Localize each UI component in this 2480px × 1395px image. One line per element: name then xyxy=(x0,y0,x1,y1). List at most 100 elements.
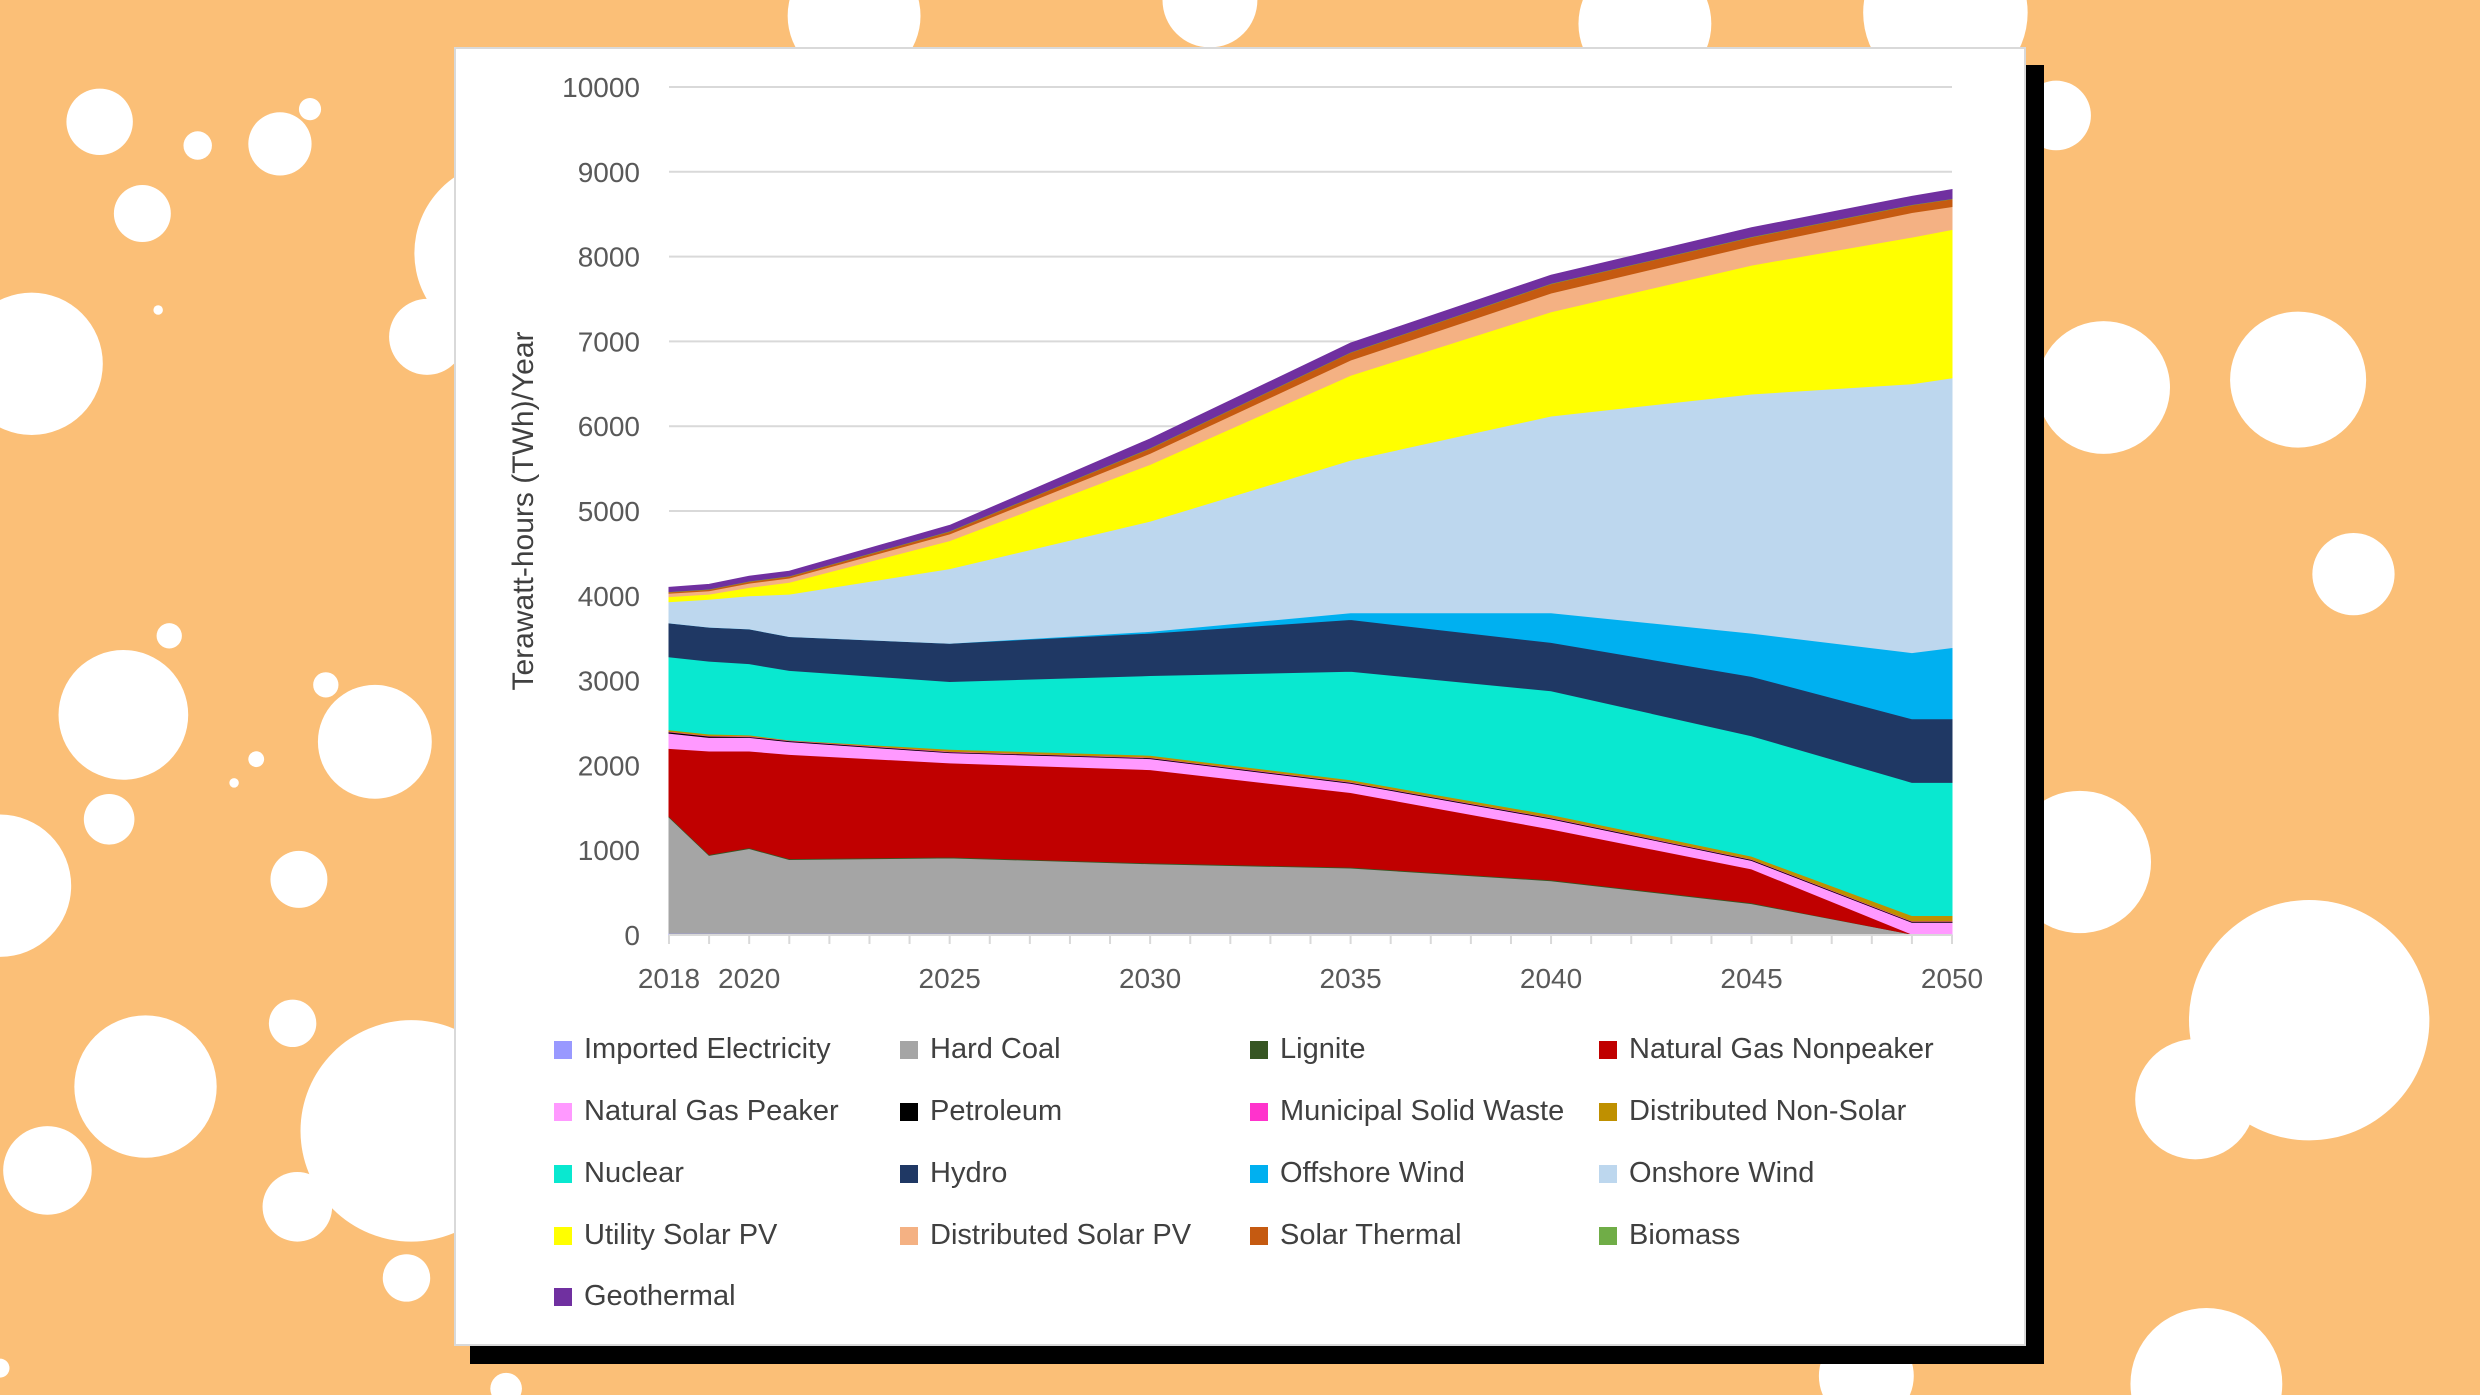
bubble xyxy=(2230,311,2367,448)
legend-swatch xyxy=(554,1287,572,1306)
x-tick-label: 2030 xyxy=(1119,963,1181,994)
legend-label: Hydro xyxy=(930,1157,1008,1189)
bubble xyxy=(262,1171,333,1242)
legend-item: Solar Thermal xyxy=(1250,1219,1462,1252)
legend-swatch xyxy=(1250,1226,1268,1245)
y-tick-label: 8000 xyxy=(578,242,640,273)
bubble xyxy=(156,623,182,649)
legend-swatch xyxy=(900,1102,918,1121)
legend-label: Distributed Solar PV xyxy=(930,1219,1192,1251)
legend-label: Solar Thermal xyxy=(1280,1219,1462,1251)
y-tick-label: 10000 xyxy=(562,72,640,103)
legend-label: Distributed Non-Solar xyxy=(1629,1095,1907,1127)
bubble xyxy=(113,185,171,242)
bubble xyxy=(2008,790,2152,934)
y-tick-label: 9000 xyxy=(578,157,640,188)
legend-label: Petroleum xyxy=(930,1095,1063,1127)
bubble xyxy=(317,684,432,799)
legend-label: Offshore Wind xyxy=(1280,1157,1465,1189)
bubble xyxy=(58,650,189,780)
legend-item: Natural Gas Peaker xyxy=(554,1095,839,1128)
legend-label: Geothermal xyxy=(584,1280,736,1312)
legend-item: Utility Solar PV xyxy=(554,1219,777,1252)
legend-swatch xyxy=(1599,1164,1617,1183)
legend-item: Hydro xyxy=(900,1157,1007,1190)
y-tick-label: 1000 xyxy=(578,835,640,866)
legend-label: Municipal Solid Waste xyxy=(1280,1095,1565,1127)
legend-item: Biomass xyxy=(1599,1219,1740,1252)
legend-swatch xyxy=(1250,1164,1268,1183)
bubble xyxy=(153,305,163,315)
legend-item: Geothermal xyxy=(554,1280,736,1313)
x-tick-label: 2025 xyxy=(919,963,981,994)
legend-swatch xyxy=(554,1164,572,1183)
legend-label: Lignite xyxy=(1280,1033,1366,1065)
bubble xyxy=(0,814,72,957)
legend-swatch xyxy=(1599,1226,1617,1245)
legend-item: Lignite xyxy=(1250,1033,1365,1066)
bubble xyxy=(2135,1039,2256,1160)
bubble xyxy=(248,112,312,176)
x-tick-label: 2018 xyxy=(638,963,700,994)
y-tick-label: 0 xyxy=(624,920,640,951)
bubble xyxy=(3,1126,92,1215)
bubble xyxy=(313,672,339,698)
bubble xyxy=(270,850,328,908)
legend-swatch xyxy=(554,1040,572,1059)
y-tick-label: 5000 xyxy=(578,496,640,527)
legend-item: Hard Coal xyxy=(900,1033,1061,1066)
y-tick-label: 4000 xyxy=(578,581,640,612)
legend-swatch xyxy=(554,1226,572,1245)
bubble xyxy=(2130,1308,2283,1395)
bubble xyxy=(2037,321,2170,454)
legend-item: Petroleum xyxy=(900,1095,1062,1128)
x-tick-label: 2050 xyxy=(1921,963,1983,994)
legend-label: Natural Gas Peaker xyxy=(584,1095,839,1127)
legend-swatch xyxy=(1599,1040,1617,1059)
legend-swatch xyxy=(1250,1102,1268,1121)
bubble xyxy=(490,1372,522,1395)
y-tick-label: 3000 xyxy=(578,666,640,697)
legend-item: Imported Electricity xyxy=(554,1033,831,1066)
legend-label: Utility Solar PV xyxy=(584,1219,778,1251)
bubble xyxy=(382,1254,431,1302)
legend-swatch xyxy=(1250,1040,1268,1059)
y-tick-label: 6000 xyxy=(578,411,640,442)
bubble xyxy=(248,751,265,768)
legend-swatch xyxy=(900,1164,918,1183)
bubble xyxy=(183,131,212,160)
bubble xyxy=(298,98,322,121)
y-axis-title: Terawatt-hours (TWh)/Year xyxy=(507,331,540,690)
legend-item: Municipal Solid Waste xyxy=(1250,1095,1564,1128)
bubble xyxy=(0,292,103,435)
legend-swatch xyxy=(554,1102,572,1121)
x-tick-label: 2045 xyxy=(1720,963,1782,994)
area-geothermal xyxy=(668,189,1953,593)
legend-item: Distributed Solar PV xyxy=(900,1219,1191,1252)
bubble xyxy=(229,778,239,788)
x-tick-label: 2020 xyxy=(718,963,780,994)
legend-label: Biomass xyxy=(1629,1219,1741,1251)
x-tick-label: 2040 xyxy=(1520,963,1582,994)
legend-item: Natural Gas Nonpeaker xyxy=(1599,1033,1934,1066)
legend-label: Nuclear xyxy=(584,1157,684,1189)
bubble xyxy=(0,1358,10,1378)
legend-item: Distributed Non-Solar xyxy=(1599,1095,1906,1128)
legend-swatch xyxy=(900,1226,918,1245)
bubble xyxy=(66,88,133,155)
legend-item: Nuclear xyxy=(554,1157,684,1190)
legend-label: Hard Coal xyxy=(930,1033,1061,1065)
bubble xyxy=(74,1015,217,1158)
legend-swatch xyxy=(1599,1102,1617,1121)
x-tick-label: 2035 xyxy=(1319,963,1381,994)
legend-label: Imported Electricity xyxy=(584,1033,831,1065)
bubble xyxy=(268,999,317,1048)
bubble xyxy=(2312,533,2395,616)
bubble xyxy=(1162,0,1258,48)
legend-label: Onshore Wind xyxy=(1629,1157,1815,1189)
bubble xyxy=(83,793,135,845)
legend-item: Onshore Wind xyxy=(1599,1157,1814,1190)
legend-label: Natural Gas Nonpeaker xyxy=(1629,1033,1934,1065)
y-tick-label: 7000 xyxy=(578,326,640,357)
